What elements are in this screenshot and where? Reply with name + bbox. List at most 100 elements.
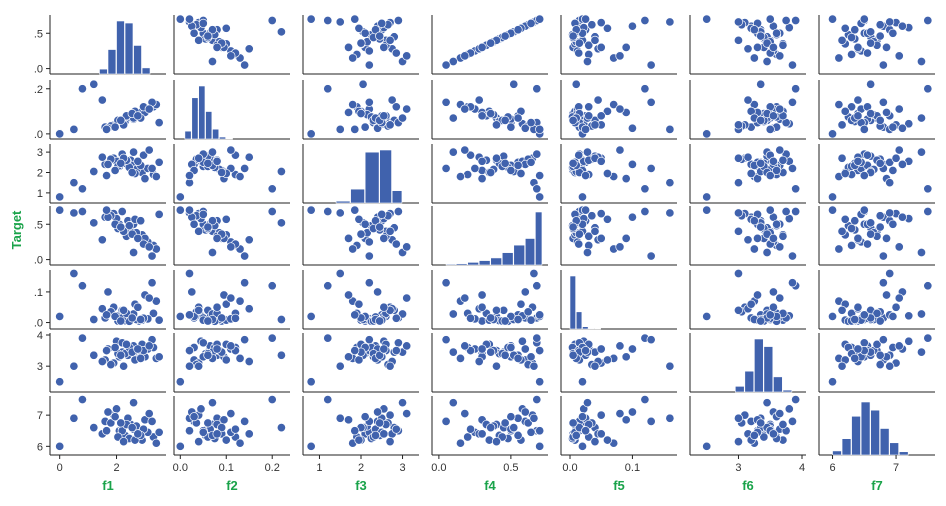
scatter-point: [828, 130, 836, 138]
scatter-point: [924, 282, 932, 290]
scatter-point: [788, 61, 796, 69]
scatter-point: [55, 378, 63, 386]
panel-r1-c5: [690, 80, 806, 139]
scatter-point: [510, 80, 518, 88]
scatter-point: [134, 112, 142, 120]
scatter-point: [734, 36, 742, 44]
scatter-point: [828, 206, 836, 214]
scatter-point: [487, 168, 495, 176]
scatter-point: [779, 232, 787, 240]
scatter-point: [841, 215, 849, 223]
scatter-point: [128, 168, 136, 176]
scatter-point: [876, 212, 884, 220]
x-tick-label: 0.5: [503, 462, 518, 474]
scatter-point: [102, 206, 110, 214]
scatter-point: [449, 148, 457, 156]
scatter-point: [876, 159, 884, 167]
scatter-point: [324, 282, 332, 290]
y-tick-label: 4: [37, 330, 43, 342]
histogram-bar: [212, 129, 218, 139]
scatter-point: [763, 398, 771, 406]
scatter-point: [145, 342, 153, 350]
scatter-point: [336, 414, 344, 422]
scatter-point: [380, 43, 388, 51]
scatter-point: [866, 219, 874, 227]
scatter-point: [581, 206, 589, 214]
scatter-point: [336, 18, 344, 26]
scatter-point: [351, 125, 359, 133]
scatter-point: [569, 116, 577, 124]
scatter-point: [398, 114, 406, 122]
scatter-point: [152, 439, 160, 447]
scatter-point: [365, 238, 373, 246]
scatter-point: [155, 158, 163, 166]
scatter-point: [828, 312, 836, 320]
scatter-point: [616, 146, 624, 154]
panel-r0-c1: [174, 15, 290, 74]
scatter-point: [199, 210, 207, 218]
scatter-point: [204, 159, 212, 167]
scatter-point: [898, 160, 906, 168]
scatter-point: [603, 169, 611, 177]
scatter-point: [442, 164, 450, 172]
scatter-point: [835, 100, 843, 108]
scatter-point: [581, 171, 589, 179]
scatter-point: [478, 291, 486, 299]
scatter-point: [514, 114, 522, 122]
scatter-point: [231, 425, 239, 433]
scatter-point: [90, 315, 98, 323]
scatter-point: [185, 311, 193, 319]
scatter-point: [449, 310, 457, 318]
scatter-point: [117, 159, 125, 167]
scatter-point: [763, 248, 771, 256]
scatter-point: [782, 207, 790, 215]
scatter-point: [136, 217, 144, 225]
scatter-point: [487, 423, 495, 431]
scatter-point: [788, 417, 796, 425]
scatter-point: [527, 158, 535, 166]
scatter-point: [521, 345, 529, 353]
scatter-point: [889, 312, 897, 320]
scatter-point: [860, 206, 868, 214]
scatter-point: [70, 362, 78, 370]
scatter-point: [876, 351, 884, 359]
scatter-point: [102, 346, 110, 354]
scatter-point: [892, 154, 900, 162]
scatter-point: [889, 220, 897, 228]
scatter-point: [641, 85, 649, 93]
scatter-point: [591, 437, 599, 445]
scatter-point: [535, 311, 543, 319]
scatter-point: [876, 32, 884, 40]
scatter-point: [641, 395, 649, 403]
scatter-point: [449, 398, 457, 406]
x-tick-label: 3: [735, 462, 741, 474]
scatter-point: [838, 36, 846, 44]
scatter-point: [521, 408, 529, 416]
scatter-point: [217, 314, 225, 322]
panel-r1-c4: [561, 80, 677, 139]
histogram-bar: [582, 327, 588, 329]
scatter-point: [569, 159, 577, 167]
scatter-point: [222, 24, 230, 32]
scatter-point: [776, 52, 784, 60]
scatter-point: [402, 52, 410, 60]
scatter-point: [357, 230, 365, 238]
scatter-point: [449, 114, 457, 122]
scatter-point: [240, 335, 248, 343]
scatter-point: [860, 171, 868, 179]
scatter-point: [307, 130, 315, 138]
y-tick-label: .2: [34, 84, 43, 96]
scatter-point: [227, 294, 235, 302]
scatter-point: [898, 124, 906, 132]
scatter-point: [744, 153, 752, 161]
scatter-point: [475, 96, 483, 104]
scatter-point: [478, 430, 486, 438]
panel-r0-c0: .0.5: [34, 15, 166, 76]
y-tick-label: 1: [37, 188, 43, 200]
scatter-point: [456, 354, 464, 362]
scatter-point: [336, 209, 344, 217]
